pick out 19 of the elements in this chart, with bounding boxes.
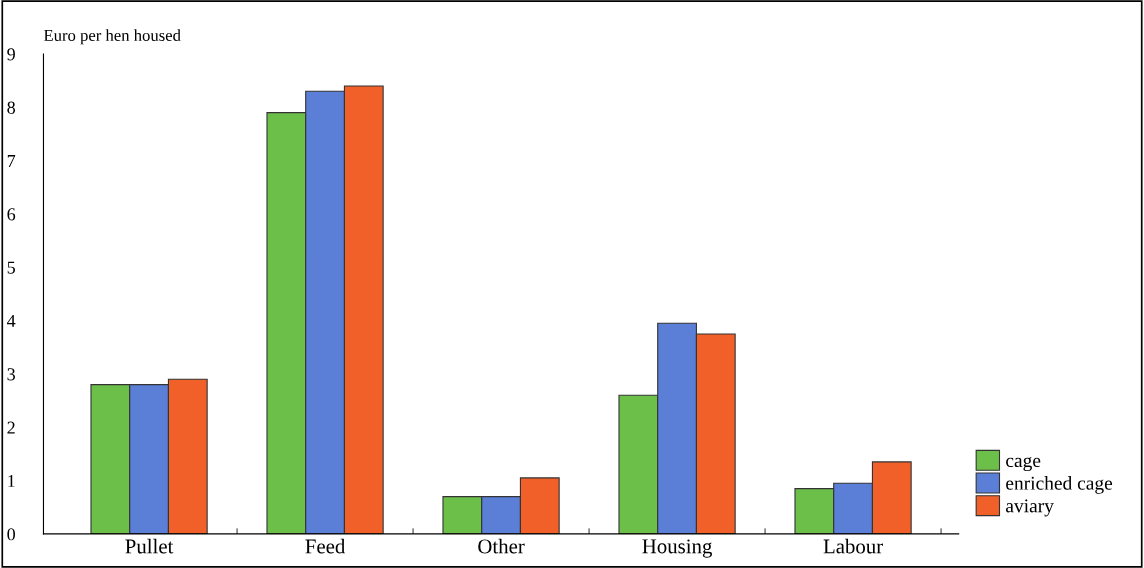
y-tick-label: 0	[7, 528, 16, 541]
y-tick-label: 2	[7, 421, 15, 434]
y-tick-label: 9	[7, 48, 15, 61]
y-axis-title: Euro per hen housed	[43, 29, 181, 45]
y-tick-label: 5	[7, 261, 15, 274]
y-tick-label: 8	[7, 101, 16, 114]
x-tick-label: Pullet	[125, 538, 174, 554]
y-tick-label: 3	[7, 368, 15, 381]
legend-label: cage	[1006, 456, 1041, 472]
y-tick-label: 4	[7, 314, 16, 327]
legend-label: aviary	[1006, 499, 1054, 517]
x-tick-label: Labour	[823, 538, 883, 554]
y-tick-label: 1	[8, 474, 15, 487]
x-tick-label: Other	[478, 538, 525, 554]
x-tick-label: Feed	[305, 538, 346, 554]
y-tick-label: 6	[7, 208, 16, 221]
x-tick-label: Housing	[642, 539, 712, 558]
y-tick-label: 7	[7, 155, 16, 167]
legend-label: enriched cage	[1006, 476, 1113, 494]
